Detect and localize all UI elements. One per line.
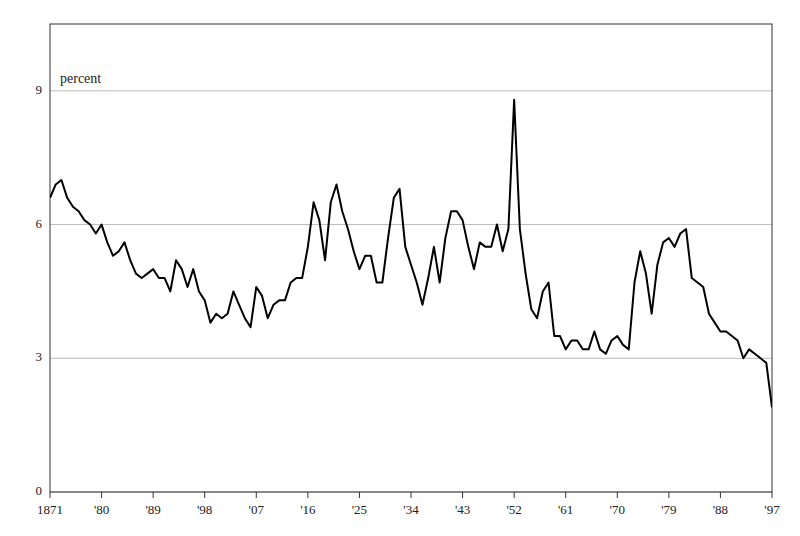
y-axis: 0 3 6 9	[36, 82, 43, 498]
x-tick	[256, 492, 257, 498]
x-tick-label: '16	[300, 502, 316, 517]
y-tick-label: 9	[36, 82, 43, 97]
x-tick	[411, 492, 412, 498]
x-tick-label: '70	[610, 502, 625, 517]
x-tick-label: '25	[352, 502, 367, 517]
x-tick-label: '79	[661, 502, 676, 517]
x-tick-label: '61	[558, 502, 573, 517]
x-tick	[359, 492, 360, 498]
x-tick-label: '43	[455, 502, 470, 517]
x-axis: 1871 '80 '89 '98 '07 '16 '25 '34 '43 '52 '61 '70 '79…	[37, 492, 780, 517]
x-tick	[50, 492, 51, 498]
x-tick	[668, 492, 669, 498]
x-tick	[720, 492, 721, 498]
x-tick-label: '98	[197, 502, 212, 517]
x-tick	[565, 492, 566, 498]
x-tick	[462, 492, 463, 498]
y-tick-label: 6	[36, 216, 43, 231]
x-tick-label: '07	[249, 502, 265, 517]
x-tick	[307, 492, 308, 498]
plot-frame	[50, 24, 772, 492]
y-label: percent	[60, 71, 101, 86]
grid	[50, 91, 772, 492]
x-tick-label: '80	[94, 502, 109, 517]
x-tick	[514, 492, 515, 498]
x-tick-label: '89	[145, 502, 160, 517]
series	[50, 100, 772, 408]
x-tick-label: '52	[506, 502, 521, 517]
grid-line	[50, 358, 772, 359]
x-tick	[101, 492, 102, 498]
x-tick-label: '88	[713, 502, 728, 517]
x-tick-label: '34	[403, 502, 419, 517]
x-tick-label: '97	[764, 502, 780, 517]
grid-line	[50, 224, 772, 225]
grid-line	[50, 90, 772, 91]
x-tick	[153, 492, 154, 498]
x-tick	[617, 492, 618, 498]
x-tick-label: 1871	[37, 502, 63, 517]
chart: 0 3 6 9 1871 '80 '89 '98 '07 '16 '25 '34 '43 '52 '61 '7…	[0, 0, 800, 536]
x-tick	[772, 492, 773, 498]
line	[50, 100, 772, 408]
x-tick	[204, 492, 205, 498]
y-tick-label: 0	[36, 483, 43, 498]
y-tick-label: 3	[36, 349, 43, 364]
